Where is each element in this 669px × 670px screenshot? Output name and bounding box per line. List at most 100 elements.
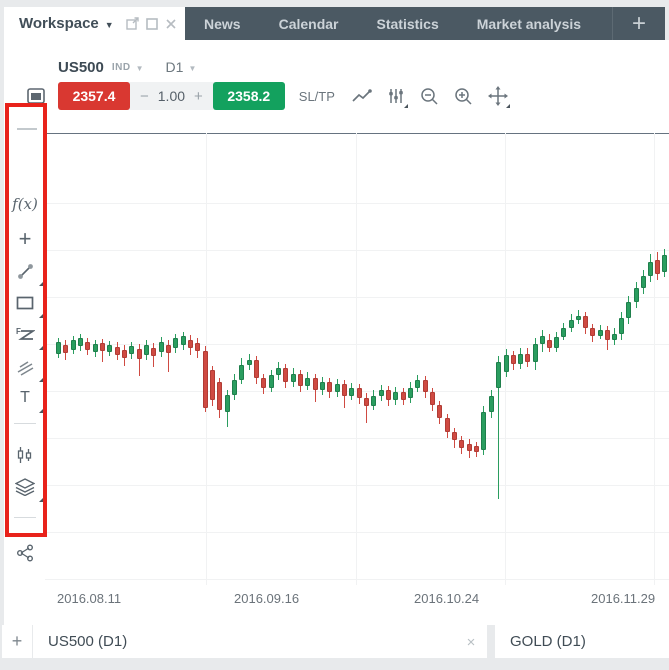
candle-body	[641, 276, 646, 288]
rectangle-icon	[16, 296, 34, 310]
candle-body	[662, 255, 667, 272]
time-axis-label: 2016.08.11	[57, 591, 122, 606]
candle-body	[467, 444, 472, 451]
workspace-dropdown-caret[interactable]: ▼	[104, 19, 114, 30]
layers-icon	[15, 478, 35, 496]
add-workspace-tab-button[interactable]: +	[612, 7, 665, 40]
candle-body	[63, 345, 68, 353]
candle-body	[254, 360, 259, 378]
volume-value[interactable]: 1.00	[157, 88, 186, 104]
chart-tab-label: US500 (D1)	[48, 633, 128, 650]
candle-body	[232, 380, 237, 395]
buy-button[interactable]: 2358.2	[212, 82, 285, 110]
candle-body	[122, 350, 127, 358]
sltp-button[interactable]: SL/TP	[298, 88, 335, 104]
volume-decrease-button[interactable]: −	[140, 87, 149, 105]
candle-body	[554, 337, 559, 348]
symbol-type-badge[interactable]: IND	[111, 61, 131, 73]
time-axis-label: 2016.11.29	[591, 591, 656, 606]
candle-body	[261, 378, 266, 388]
candle-body	[569, 320, 574, 328]
candle-body	[452, 432, 457, 440]
candle-body	[166, 345, 171, 353]
maximize-icon[interactable]	[145, 17, 158, 30]
symbol-type-caret[interactable]: ▼	[135, 63, 144, 73]
candle-body	[540, 336, 545, 344]
timeframe-selector[interactable]: D1	[165, 59, 184, 75]
submenu-arrow	[39, 314, 43, 318]
chart-tab-label: GOLD (D1)	[510, 633, 586, 650]
candle-body	[78, 338, 83, 346]
candle-body	[445, 418, 450, 432]
toolbar-divider	[14, 517, 36, 518]
pitchfork-tool-button[interactable]	[8, 353, 43, 382]
candle-body	[533, 344, 538, 362]
trade-row: 2357.4 − 1.00 + 2358.2 SL/TP	[58, 82, 510, 110]
time-axis-label: 2016.09.16	[234, 591, 300, 606]
close-chart-tab-icon[interactable]: ×	[466, 633, 476, 651]
compare-candles-icon	[17, 447, 32, 463]
candle-body	[423, 380, 428, 392]
tab-news[interactable]: News	[204, 15, 241, 32]
candle-body	[364, 398, 369, 406]
candle-body	[634, 288, 639, 302]
candle-body	[583, 316, 588, 328]
tab-market-analysis[interactable]: Market analysis	[476, 15, 582, 32]
pan-mode-icon[interactable]	[487, 85, 510, 108]
sell-button[interactable]: 2357.4	[58, 82, 130, 110]
candlestick-chart[interactable]	[45, 133, 669, 585]
candle-body	[137, 349, 142, 359]
gridline	[45, 344, 669, 345]
timeframe-caret[interactable]: ▼	[188, 63, 197, 73]
fibonacci-tool-button[interactable]: F	[8, 321, 43, 350]
candle-body	[159, 342, 164, 352]
candle-body	[173, 338, 178, 348]
volume-increase-button[interactable]: +	[194, 87, 203, 105]
candle-body	[100, 343, 105, 351]
popout-icon[interactable]	[125, 17, 139, 30]
candle-body	[298, 374, 303, 386]
indicator-settings-icon[interactable]	[385, 85, 408, 108]
candle-body	[598, 330, 603, 336]
chart-tab-us500[interactable]: US500 (D1) ×	[33, 625, 487, 658]
share-button[interactable]	[8, 539, 42, 567]
candle-body	[605, 330, 610, 340]
chart-view-mode-button[interactable]	[24, 85, 48, 107]
candle-body	[393, 392, 398, 400]
add-chart-button[interactable]: +	[2, 625, 32, 658]
zoom-in-icon[interactable]	[453, 85, 475, 107]
text-tool-button[interactable]: T	[8, 384, 43, 413]
svg-text:F: F	[16, 327, 21, 336]
candle-body	[320, 382, 325, 390]
submenu-arrow	[39, 409, 43, 413]
candle-body	[619, 318, 624, 334]
candle-body	[115, 347, 120, 355]
tab-calendar[interactable]: Calendar	[278, 15, 339, 32]
chart-type-line-icon[interactable]	[351, 85, 373, 107]
close-icon[interactable]	[165, 18, 177, 30]
candle-wick	[366, 393, 367, 423]
candle-body	[203, 351, 208, 408]
candle-body	[496, 362, 501, 388]
candle-body	[305, 378, 310, 386]
workspace-tab[interactable]: Workspace ▼	[4, 7, 185, 40]
toolbar-collapse-handle[interactable]	[17, 128, 37, 130]
objects-layers-button[interactable]	[8, 473, 43, 502]
rectangle-tool-button[interactable]	[8, 289, 43, 318]
compare-instruments-button[interactable]	[8, 441, 42, 469]
drawing-toolbar: f(x) + F T	[4, 133, 45, 625]
candle-body	[561, 328, 566, 337]
crosshair-button[interactable]: +	[8, 225, 42, 253]
gridline	[45, 579, 669, 580]
submenu-arrow	[403, 104, 408, 108]
tab-statistics[interactable]: Statistics	[376, 15, 439, 32]
candle-body	[401, 392, 406, 400]
candle-body	[648, 262, 653, 276]
gridline	[45, 250, 669, 251]
zoom-out-icon[interactable]	[419, 85, 441, 107]
indicators-button[interactable]: f(x)	[8, 190, 42, 218]
trendline-tool-button[interactable]	[8, 257, 43, 286]
toolbar-divider	[14, 423, 36, 424]
chart-tab-gold[interactable]: GOLD (D1)	[495, 625, 669, 658]
candle-body	[489, 396, 494, 412]
